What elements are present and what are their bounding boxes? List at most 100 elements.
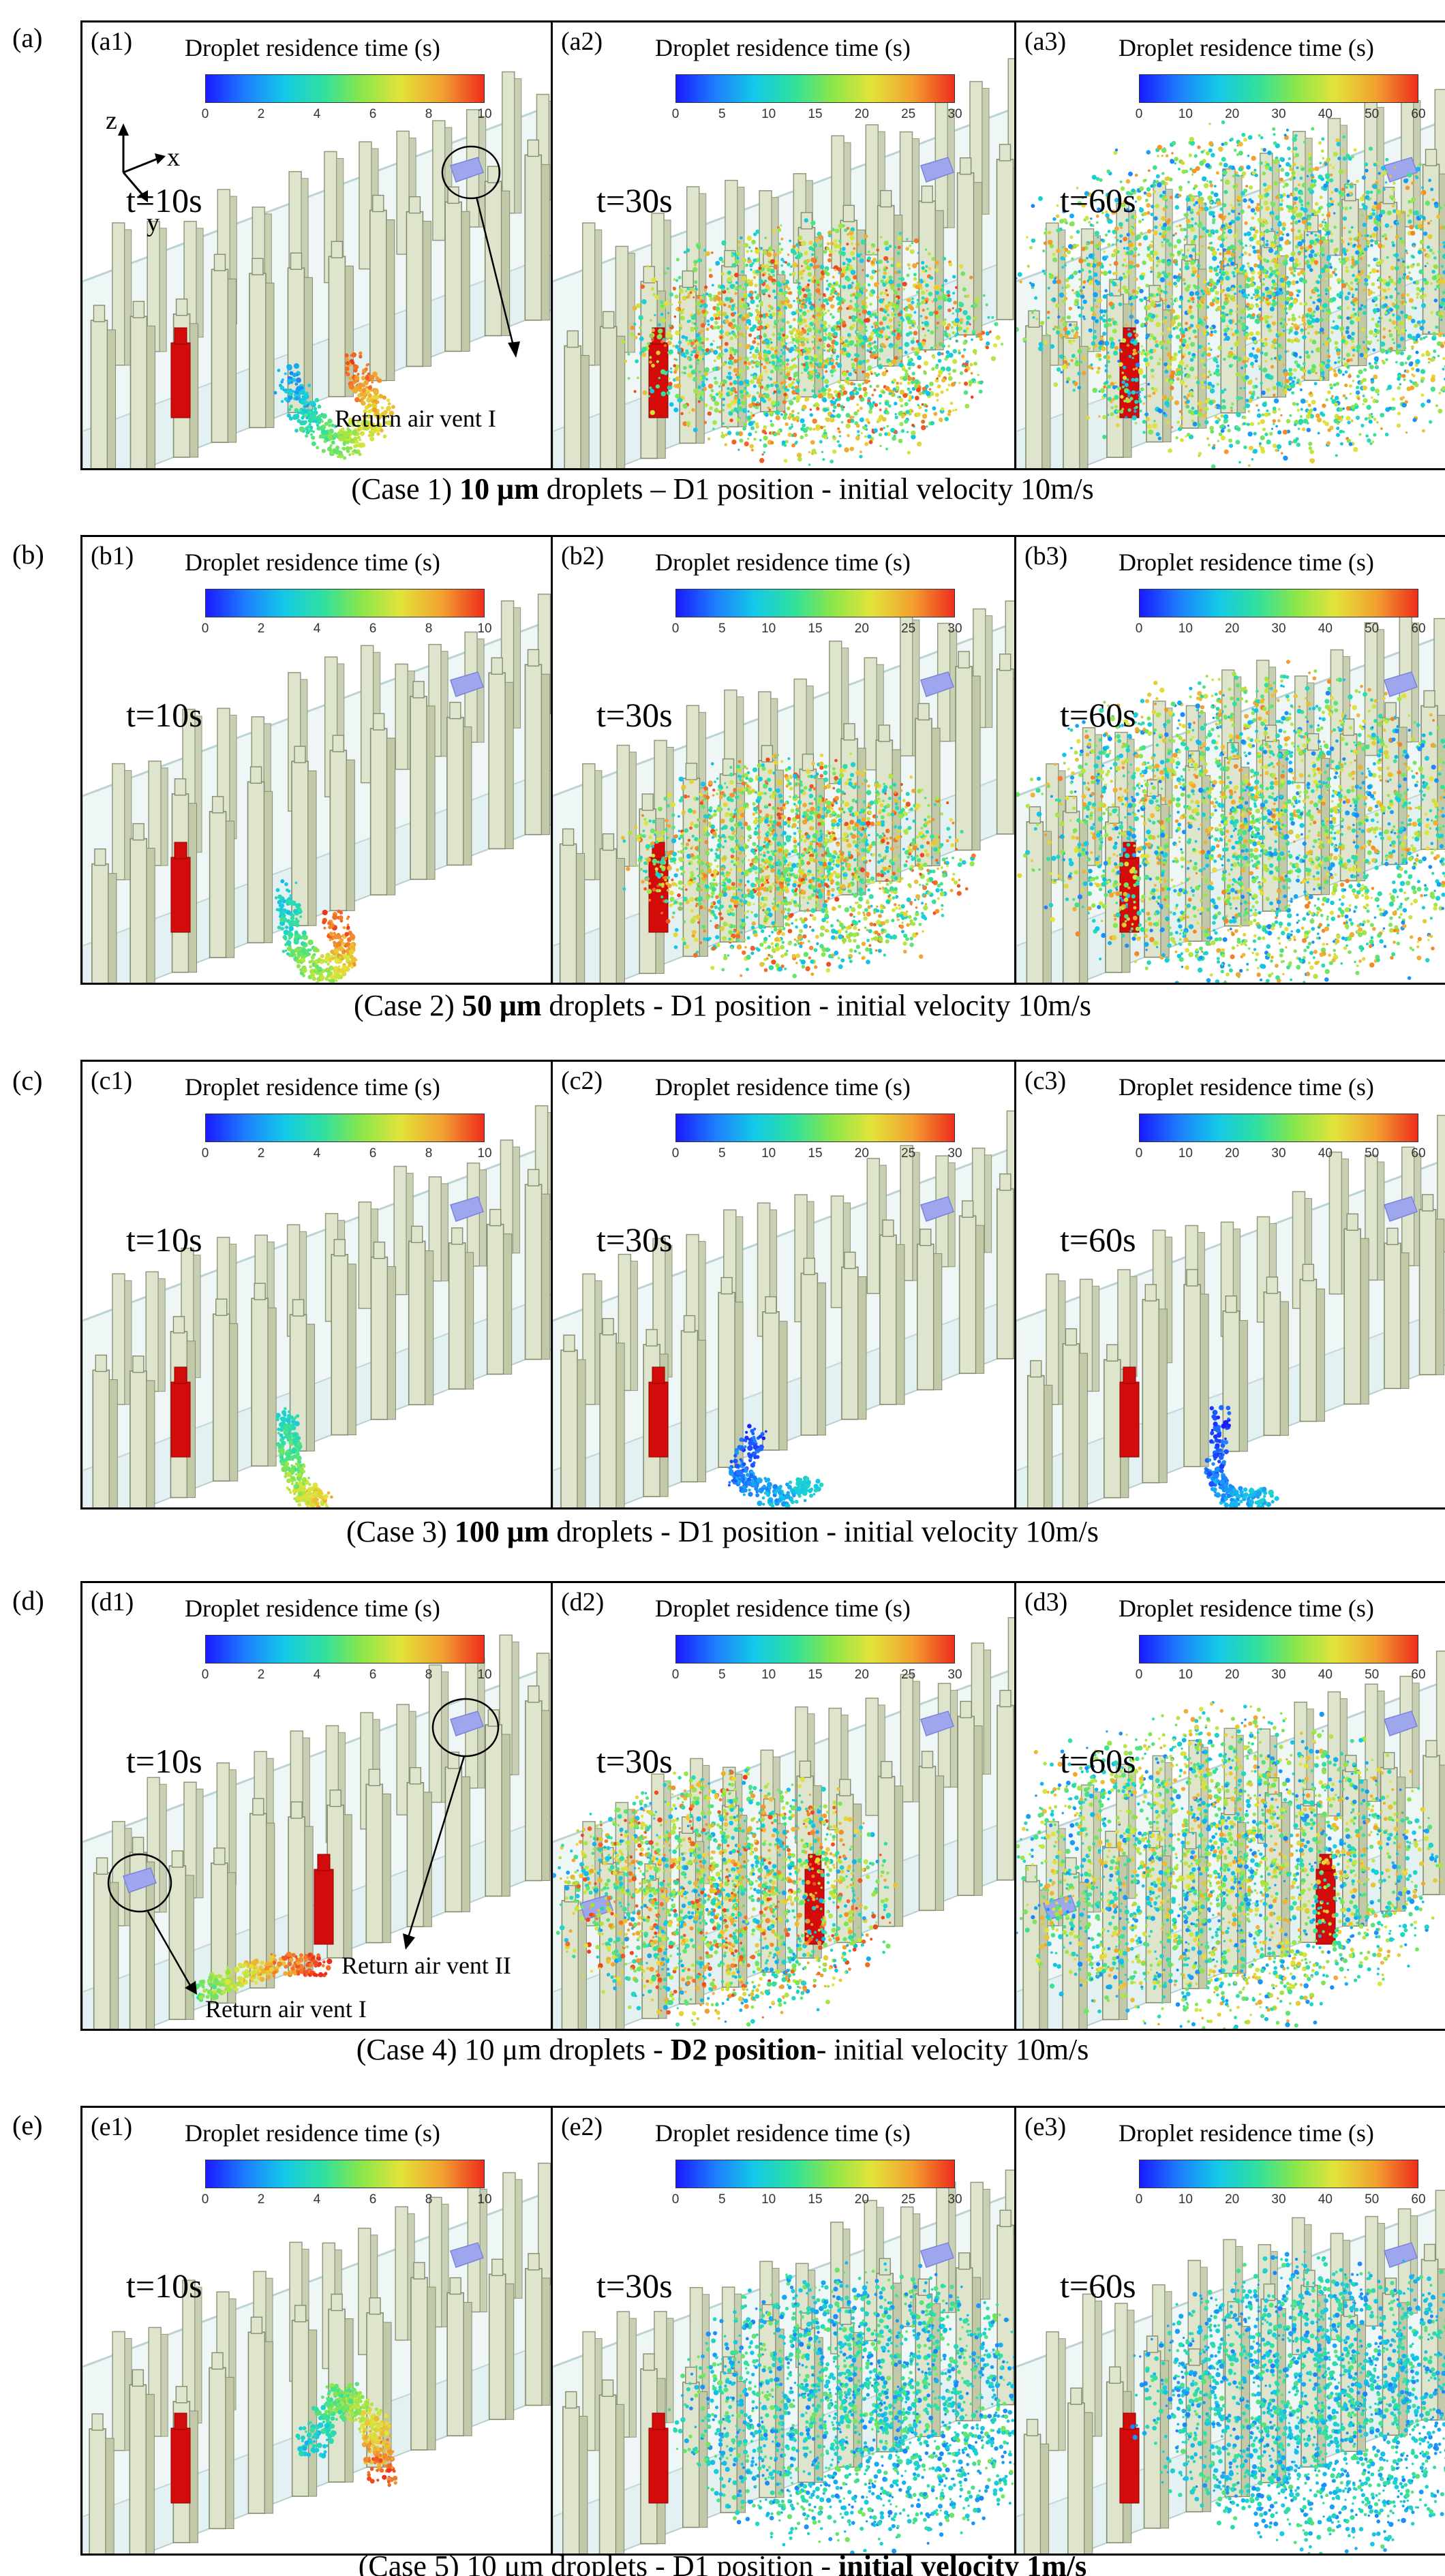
droplet-cloud (1217, 346, 1222, 350)
droplet-plume (309, 413, 314, 418)
passenger-side (1041, 335, 1051, 468)
colorbar-tick-label: 15 (808, 107, 822, 122)
droplet-cloud (1221, 157, 1226, 162)
droplet-cloud (822, 293, 826, 296)
droplet-cloud (678, 275, 682, 279)
droplet-cloud (821, 336, 827, 341)
droplet-cloud (787, 383, 793, 388)
droplet-cloud (667, 314, 670, 318)
droplet-cloud (1190, 227, 1195, 232)
droplet-cloud (1029, 245, 1033, 249)
droplet-cloud (1330, 200, 1335, 204)
passenger-head (408, 196, 421, 214)
droplet-cloud (885, 411, 889, 415)
droplet-cloud (1365, 434, 1369, 438)
droplet-cloud (764, 236, 767, 239)
droplet-cloud (710, 388, 714, 393)
droplet-cloud (729, 418, 733, 423)
droplet-cloud (900, 360, 903, 363)
droplet-cloud (1144, 395, 1147, 399)
droplet-cloud (1330, 191, 1334, 194)
droplet-cloud (1273, 234, 1278, 240)
droplet-cloud (911, 371, 915, 375)
passenger-head (879, 189, 892, 208)
droplet-cloud (791, 416, 797, 422)
droplet-cloud (855, 423, 860, 428)
droplet-plume (371, 395, 376, 400)
axis-label-x: x (167, 142, 180, 172)
droplet-cloud (1363, 311, 1367, 316)
droplet-cloud (1319, 162, 1322, 165)
droplet-cloud (743, 333, 746, 337)
droplet-cloud (898, 349, 902, 353)
droplet-cloud (703, 249, 707, 252)
droplet-cloud (1264, 352, 1268, 356)
droplet-cloud (1344, 383, 1348, 388)
droplet-cloud (801, 264, 804, 268)
droplet-cloud (907, 321, 911, 324)
droplet-cloud (1169, 196, 1173, 200)
droplet-cloud (1148, 429, 1154, 435)
droplet-cloud (964, 294, 967, 298)
droplet-cloud (1246, 165, 1251, 170)
droplet-cloud (1386, 256, 1389, 259)
droplet-cloud (1301, 375, 1305, 380)
droplet-cloud (1380, 288, 1383, 291)
droplet-cloud (647, 342, 650, 346)
droplet-cloud (842, 262, 846, 266)
droplet-cloud (770, 411, 774, 416)
droplet-cloud (898, 438, 903, 444)
droplet-cloud (791, 414, 795, 418)
droplet-cloud (1330, 331, 1334, 335)
droplet-cloud (1354, 312, 1358, 316)
droplet-cloud (885, 289, 888, 292)
droplet-cloud (1223, 333, 1228, 337)
droplet-cloud (1304, 229, 1307, 232)
droplet-cloud (923, 361, 929, 366)
droplet-cloud (1442, 290, 1445, 294)
droplet-cloud (1215, 272, 1219, 277)
droplet-cloud (1221, 399, 1226, 403)
droplet-cloud (821, 275, 825, 279)
droplet-cloud (1134, 378, 1139, 382)
droplet-cloud (857, 383, 862, 387)
droplet-cloud (1272, 409, 1277, 414)
droplet-cloud (744, 356, 748, 359)
droplet-cloud (782, 333, 786, 337)
droplet-cloud (1346, 358, 1350, 363)
droplet-cloud (1165, 182, 1168, 185)
droplet-cloud (853, 275, 857, 279)
droplet-plume (317, 404, 322, 409)
droplet-cloud (1151, 241, 1153, 243)
droplet-cloud (945, 388, 949, 392)
droplet-cloud (1189, 367, 1195, 372)
droplet-cloud (680, 316, 683, 320)
droplet-cloud (730, 307, 735, 311)
droplet-cloud (697, 400, 701, 403)
droplet-cloud (873, 388, 877, 392)
droplet-cloud (1086, 416, 1090, 420)
droplet-cloud (1285, 291, 1290, 295)
droplet-cloud (757, 293, 759, 296)
droplet-cloud (1109, 292, 1114, 296)
droplet-cloud (907, 450, 911, 455)
droplet-cloud (804, 355, 809, 361)
droplet-cloud (785, 396, 789, 400)
droplet-cloud (860, 341, 866, 347)
droplet-cloud (1292, 201, 1296, 205)
droplet-cloud (1307, 217, 1311, 221)
droplet-cloud (767, 246, 773, 251)
droplet-cloud (817, 324, 820, 327)
droplet-cloud (936, 377, 939, 380)
droplet-cloud (755, 431, 757, 433)
droplet-cloud (694, 354, 699, 359)
droplet-cloud (1289, 256, 1294, 262)
droplet-cloud (942, 298, 946, 302)
droplet-cloud (817, 283, 820, 286)
droplet-cloud (944, 318, 947, 321)
droplet-cloud (714, 401, 719, 406)
droplet-cloud (851, 324, 855, 328)
droplet-plume (299, 411, 304, 415)
droplet-cloud (1194, 335, 1198, 339)
droplet-cloud (669, 324, 672, 327)
